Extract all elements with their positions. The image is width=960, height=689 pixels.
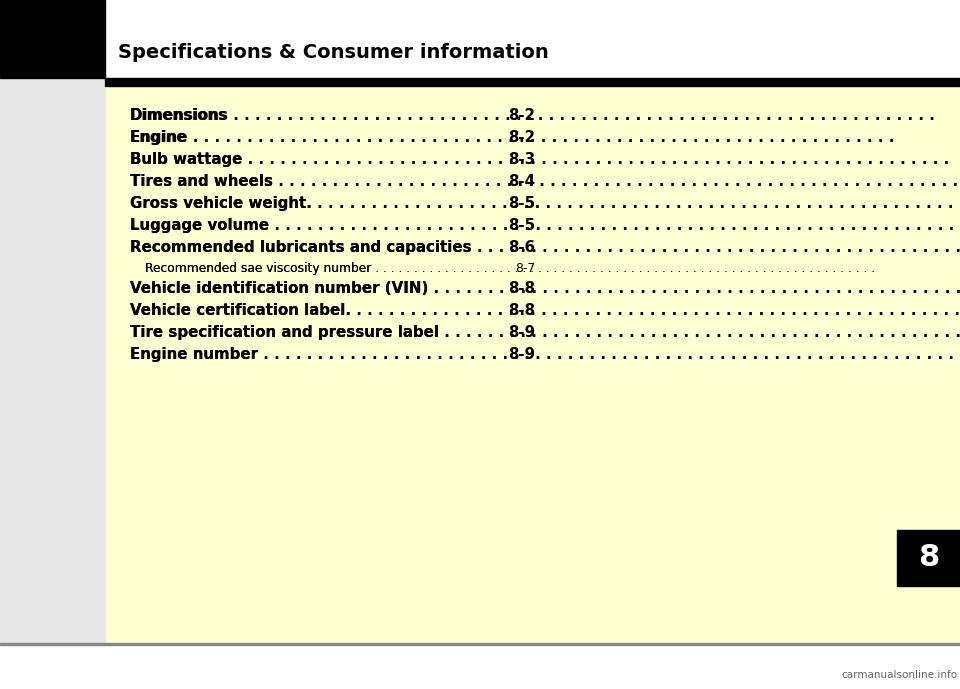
Text: 8-8: 8-8 bbox=[508, 303, 535, 318]
Text: Gross vehicle weight. . . . . . . . . . . . . . . . . . . . . . . . . . . . . . : Gross vehicle weight. . . . . . . . . . … bbox=[130, 196, 960, 211]
Bar bbox=[105, 0, 960, 78]
Text: 8-7: 8-7 bbox=[515, 262, 535, 275]
Text: 8-3: 8-3 bbox=[508, 152, 535, 167]
Text: Engine . . . . . . . . . . . . . . . . . . . . . . . . . . . . . . . . . . . . .: Engine . . . . . . . . . . . . . . . . .… bbox=[130, 130, 895, 145]
Text: Tires and wheels . . . . . . . . . . . . . . . . . . . . . . . . . . . . . . . .: Tires and wheels . . . . . . . . . . . .… bbox=[130, 174, 960, 189]
Text: carmanualsonline.info: carmanualsonline.info bbox=[842, 670, 958, 680]
Text: Dimensions . . . . . . . . . . . . . . . . . . . . . . . . . . . . . . . . . . .: Dimensions . . . . . . . . . . . . . . .… bbox=[130, 108, 935, 123]
Text: Recommended sae viscosity number . . . . . . . . . . . . . . . . . . . . . . . .: Recommended sae viscosity number . . . .… bbox=[145, 262, 876, 275]
Text: Tires and wheels: Tires and wheels bbox=[130, 174, 273, 189]
Bar bbox=[0, 78, 105, 643]
Bar bbox=[105, 86, 960, 643]
Text: Recommended lubricants and capacities . . . . . . . . . . . . . . . . . . . . . : Recommended lubricants and capacities . … bbox=[130, 240, 960, 255]
Text: Luggage volume: Luggage volume bbox=[130, 218, 269, 233]
Text: Tire specification and pressure label . . . . . . . . . . . . . . . . . . . . . : Tire specification and pressure label . … bbox=[130, 325, 960, 340]
Text: 8-5: 8-5 bbox=[508, 218, 535, 233]
Text: Vehicle certification label.: Vehicle certification label. bbox=[130, 303, 351, 318]
Text: 8-5: 8-5 bbox=[508, 196, 535, 211]
Text: 8-9: 8-9 bbox=[508, 325, 535, 340]
Text: Engine number: Engine number bbox=[130, 347, 258, 362]
Text: 8-9: 8-9 bbox=[508, 347, 535, 362]
Text: 8-8: 8-8 bbox=[508, 281, 535, 296]
Text: 8-6: 8-6 bbox=[508, 240, 535, 255]
Bar bbox=[0, 644, 960, 689]
Text: Vehicle identification number (VIN) . . . . . . . . . . . . . . . . . . . . . . : Vehicle identification number (VIN) . . … bbox=[130, 281, 960, 296]
Text: Luggage volume . . . . . . . . . . . . . . . . . . . . . . . . . . . . . . . . .: Luggage volume . . . . . . . . . . . . .… bbox=[130, 218, 960, 233]
Text: Recommended lubricants and capacities: Recommended lubricants and capacities bbox=[130, 240, 471, 255]
Text: Engine number . . . . . . . . . . . . . . . . . . . . . . . . . . . . . . . . . : Engine number . . . . . . . . . . . . . … bbox=[130, 347, 960, 362]
Bar bbox=[105, 84, 960, 85]
Text: Bulb wattage . . . . . . . . . . . . . . . . . . . . . . . . . . . . . . . . . .: Bulb wattage . . . . . . . . . . . . . .… bbox=[130, 152, 949, 167]
Text: Vehicle certification label. . . . . . . . . . . . . . . . . . . . . . . . . . .: Vehicle certification label. . . . . . .… bbox=[130, 303, 960, 318]
Bar bbox=[0, 643, 960, 644]
Text: Tire specification and pressure label: Tire specification and pressure label bbox=[130, 325, 439, 340]
Text: Dimensions: Dimensions bbox=[130, 108, 228, 123]
Text: Specifications & Consumer information: Specifications & Consumer information bbox=[118, 43, 549, 62]
Bar bbox=[105, 78, 960, 83]
Text: 8-2: 8-2 bbox=[508, 108, 535, 123]
Text: Gross vehicle weight.: Gross vehicle weight. bbox=[130, 196, 312, 211]
Text: Engine: Engine bbox=[130, 130, 187, 145]
Bar bbox=[0, 0, 105, 78]
Text: Bulb wattage: Bulb wattage bbox=[130, 152, 242, 167]
Text: 8-2: 8-2 bbox=[508, 130, 535, 145]
Text: 8: 8 bbox=[918, 544, 939, 573]
Text: Vehicle identification number (VIN): Vehicle identification number (VIN) bbox=[130, 281, 428, 296]
Bar bbox=[897, 530, 960, 586]
Text: Recommended sae viscosity number: Recommended sae viscosity number bbox=[145, 262, 372, 275]
Text: 8-4: 8-4 bbox=[508, 174, 535, 189]
